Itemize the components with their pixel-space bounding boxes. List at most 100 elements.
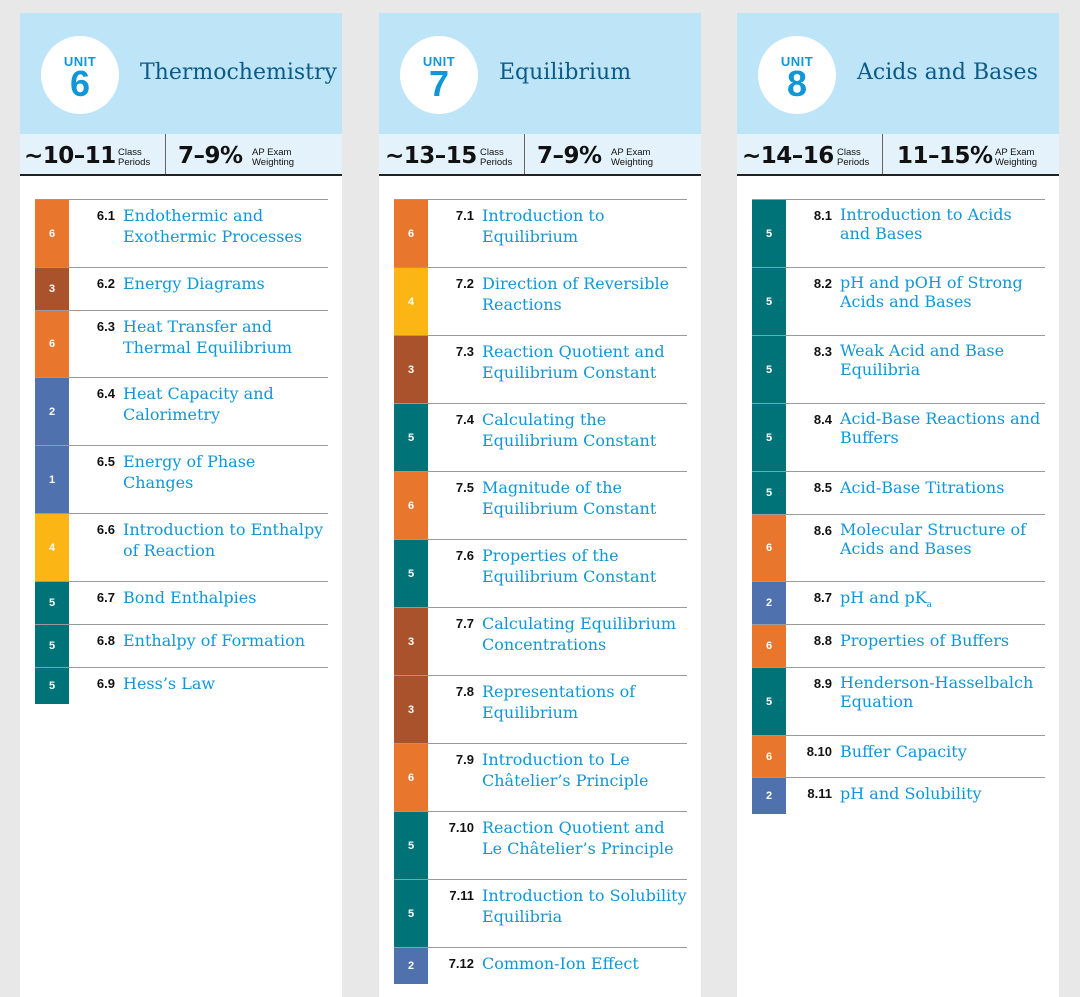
topic-row: 2 8.7 pH and pKa xyxy=(752,581,1045,624)
periods-badge: 5 xyxy=(35,668,69,704)
topic-row: 2 6.4 Heat Capacity and Calorimetry xyxy=(35,377,328,445)
periods-badge: 4 xyxy=(394,268,428,335)
topic-row: 5 6.9 Hess’s Law xyxy=(35,667,328,704)
topic-name: Reaction Quotient and Le Châtelier’s Pri… xyxy=(482,818,674,858)
topic-name: Acid-Base Titrations xyxy=(840,478,1005,497)
topic-name: Properties of the Equilibrium Constant xyxy=(482,546,657,586)
topic-name: Calculating the Equilibrium Constant xyxy=(482,410,657,450)
topic-number: 6.2 xyxy=(96,276,115,291)
unit-title: Thermochemistry xyxy=(140,60,337,85)
topic-row: 4 7.2 Direction of Reversible Reactions xyxy=(394,267,687,335)
topic-row: 6 6.3 Heat Transfer and Thermal Equilibriu… xyxy=(35,310,328,377)
periods-badge: 4 xyxy=(35,514,69,581)
topic-number: 6.5 xyxy=(96,454,115,469)
topic-row: 6 8.10 Buffer Capacity xyxy=(752,735,1045,777)
topic-name: Heat Transfer and Thermal Equilibrium xyxy=(123,317,293,357)
topic-row: 5 8.3 Weak Acid and Base Equilibria xyxy=(752,335,1045,403)
topic-number: 7.6 xyxy=(455,548,474,563)
topic-name: Bond Enthalpies xyxy=(123,588,257,607)
unit-header: UNIT 6 Thermochemistry xyxy=(20,13,342,134)
topic-name: Energy of Phase Changes xyxy=(123,452,256,492)
topic-row: 5 7.4 Calculating the Equilibrium Constant xyxy=(394,403,687,471)
topic-name: Magnitude of the Equilibrium Constant xyxy=(482,478,657,518)
topic-row: 6 8.8 Properties of Buffers xyxy=(752,624,1045,667)
topic-number: 8.7 xyxy=(813,590,832,605)
topic-name: Enthalpy of Formation xyxy=(123,631,306,650)
class-periods-label: Class Periods xyxy=(480,147,513,168)
topic-row: 3 7.7 Calculating Equilibrium Concentratio… xyxy=(394,607,687,675)
topic-name: Acid-Base Reactions and Buffers xyxy=(840,409,1041,447)
stats-divider xyxy=(165,134,166,174)
periods-badge: 2 xyxy=(752,778,786,814)
periods-badge: 6 xyxy=(752,625,786,667)
topic-row: 5 8.9 Henderson-Hasselbalch Equation xyxy=(752,667,1045,735)
topic-name: Common-Ion Effect xyxy=(482,954,639,973)
unit-badge: UNIT 7 xyxy=(400,36,478,114)
unit-badge: UNIT 6 xyxy=(41,36,119,114)
periods-badge: 5 xyxy=(394,812,428,879)
periods-badge: 6 xyxy=(752,515,786,581)
topic-row: 6 6.1 Endothermic and Exothermic Processes xyxy=(35,199,328,267)
topic-name: Introduction to Le Châtelier’s Principle xyxy=(482,750,649,790)
unit-number: 7 xyxy=(428,63,450,104)
topic-number: 7.11 xyxy=(449,888,474,903)
topic-name: Weak Acid and Base Equilibria xyxy=(840,341,1005,379)
topic-row: 2 7.12 Common-Ion Effect xyxy=(394,947,687,984)
unit-number: 8 xyxy=(786,63,808,104)
periods-badge: 2 xyxy=(35,378,69,445)
periods-badge: 5 xyxy=(752,336,786,403)
periods-badge: 2 xyxy=(394,948,428,984)
topic-row: 5 8.5 Acid-Base Titrations xyxy=(752,471,1045,514)
periods-badge: 5 xyxy=(752,472,786,514)
topic-row: 6 7.5 Magnitude of the Equilibrium Constan… xyxy=(394,471,687,539)
unit-8-column: UNIT 8 Acids and Bases ~14–16 Class Perio… xyxy=(737,13,1059,997)
class-periods-label: Class Periods xyxy=(837,147,870,168)
topic-name: Introduction to Equilibrium xyxy=(482,206,605,246)
unit-number: 6 xyxy=(69,63,91,104)
class-periods-value: ~14–16 xyxy=(742,143,834,169)
periods-badge: 5 xyxy=(35,582,69,624)
periods-badge: 3 xyxy=(35,268,69,310)
topic-name: Henderson-Hasselbalch Equation xyxy=(840,673,1034,711)
unit-header: UNIT 8 Acids and Bases xyxy=(737,13,1059,134)
stats-divider xyxy=(882,134,883,174)
weighting-label: AP Exam Weighting xyxy=(995,147,1038,168)
unit-label: UNIT xyxy=(780,54,814,69)
unit-stats: ~14–16 Class Periods 11–15% AP Exam Weight… xyxy=(737,134,1059,176)
periods-badge: 1 xyxy=(35,446,69,513)
periods-badge: 5 xyxy=(394,540,428,607)
periods-badge: 3 xyxy=(394,608,428,675)
topic-list: 6 7.1 Introduction to Equilibrium 4 7.2 Dire… xyxy=(394,199,687,984)
periods-badge: 5 xyxy=(752,404,786,471)
topic-number: 8.1 xyxy=(813,208,832,223)
topic-number: 7.5 xyxy=(455,480,474,495)
unit-7-column: UNIT 7 Equilibrium ~13–15 Class Periods 7… xyxy=(379,13,701,997)
topic-name: Properties of Buffers xyxy=(840,631,1010,650)
topic-row: 4 6.6 Introduction to Enthalpy of Reaction xyxy=(35,513,328,581)
topic-name: Endothermic and Exothermic Processes xyxy=(123,206,303,246)
topic-number: 7.4 xyxy=(455,412,474,427)
topic-name: Heat Capacity and Calorimetry xyxy=(123,384,274,424)
periods-badge: 5 xyxy=(394,404,428,471)
topic-number: 6.7 xyxy=(96,590,115,605)
topic-row: 5 7.10 Reaction Quotient and Le Châtelier’… xyxy=(394,811,687,879)
unit-6-column: UNIT 6 Thermochemistry ~10–11 Class Perio… xyxy=(20,13,342,997)
class-periods-value: ~13–15 xyxy=(385,143,477,169)
topic-name: Hess’s Law xyxy=(123,674,216,693)
topic-row: 5 6.7 Bond Enthalpies xyxy=(35,581,328,624)
class-periods-value: ~10–11 xyxy=(24,143,116,169)
topic-number: 8.2 xyxy=(813,276,832,291)
topic-row: 5 8.4 Acid-Base Reactions and Buffers xyxy=(752,403,1045,471)
topic-number: 8.10 xyxy=(806,744,832,759)
topic-name: Introduction to Solubility Equilibria xyxy=(482,886,687,926)
topic-row: 5 7.6 Properties of the Equilibrium Consta… xyxy=(394,539,687,607)
periods-badge: 6 xyxy=(35,200,69,267)
unit-badge: UNIT 8 xyxy=(758,36,836,114)
topic-number: 6.6 xyxy=(96,522,115,537)
topic-row: 1 6.5 Energy of Phase Changes xyxy=(35,445,328,513)
weighting-label: AP Exam Weighting xyxy=(252,147,295,168)
topic-name: Molecular Structure of Acids and Bases xyxy=(840,520,1027,558)
weighting-value: 7–9% xyxy=(178,143,243,169)
periods-badge: 5 xyxy=(394,880,428,947)
unit-label: UNIT xyxy=(63,54,97,69)
